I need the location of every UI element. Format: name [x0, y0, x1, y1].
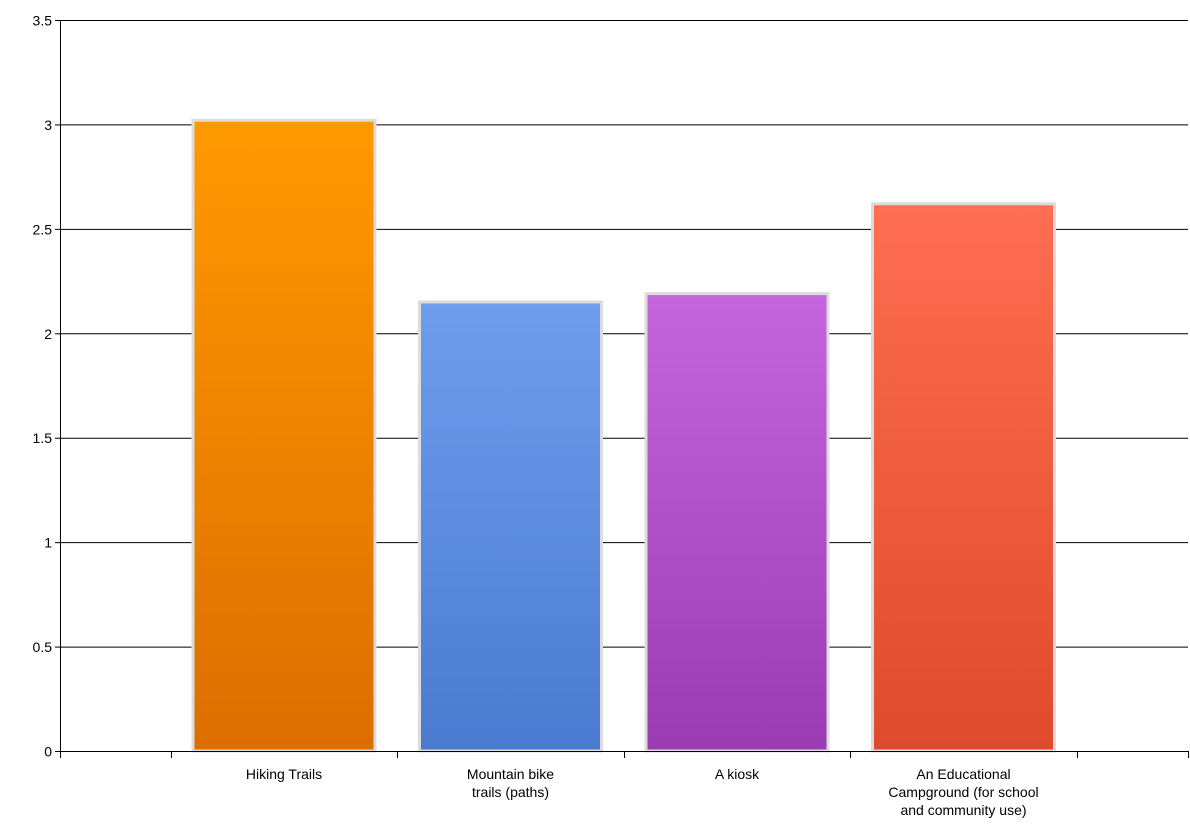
y-tick-label: 3: [44, 117, 52, 133]
x-category-label: An Educational Campground (for school and …: [888, 766, 1038, 818]
x-category-label: Hiking Trails: [246, 766, 322, 782]
y-tick-label: 1.5: [33, 430, 53, 446]
x-category-label-line: Hiking Trails: [246, 766, 322, 782]
x-category-label: Mountain bike trails (paths): [467, 766, 554, 800]
x-category-label-line: Campground (for school: [888, 784, 1038, 800]
bar-1: [418, 300, 603, 753]
x-category-label-line: and community use): [900, 802, 1026, 818]
bars: [191, 118, 1056, 753]
y-tick-label: 0: [44, 744, 52, 760]
x-category-label-line: trails (paths): [472, 784, 549, 800]
axis-labels: 0 0.5 1 1.5 2 2.5 3 3.5 Hiking Trails Mountain bi…: [33, 13, 1039, 819]
y-tick-label: 2: [44, 326, 52, 342]
y-tick-label: 3.5: [33, 13, 53, 29]
bar-2: [644, 292, 830, 753]
x-category-label-line: Mountain bike: [467, 766, 554, 782]
axes: [55, 20, 1189, 758]
x-category-label-line: A kiosk: [715, 766, 760, 782]
x-category-label-line: An Educational: [916, 766, 1010, 782]
y-tick-label: 2.5: [33, 221, 53, 237]
bar-0: [191, 118, 377, 753]
y-tick-label: 0.5: [33, 639, 53, 655]
bar-3: [871, 202, 1056, 753]
x-category-label: A kiosk: [715, 766, 760, 782]
y-tick-label: 1: [44, 535, 52, 551]
